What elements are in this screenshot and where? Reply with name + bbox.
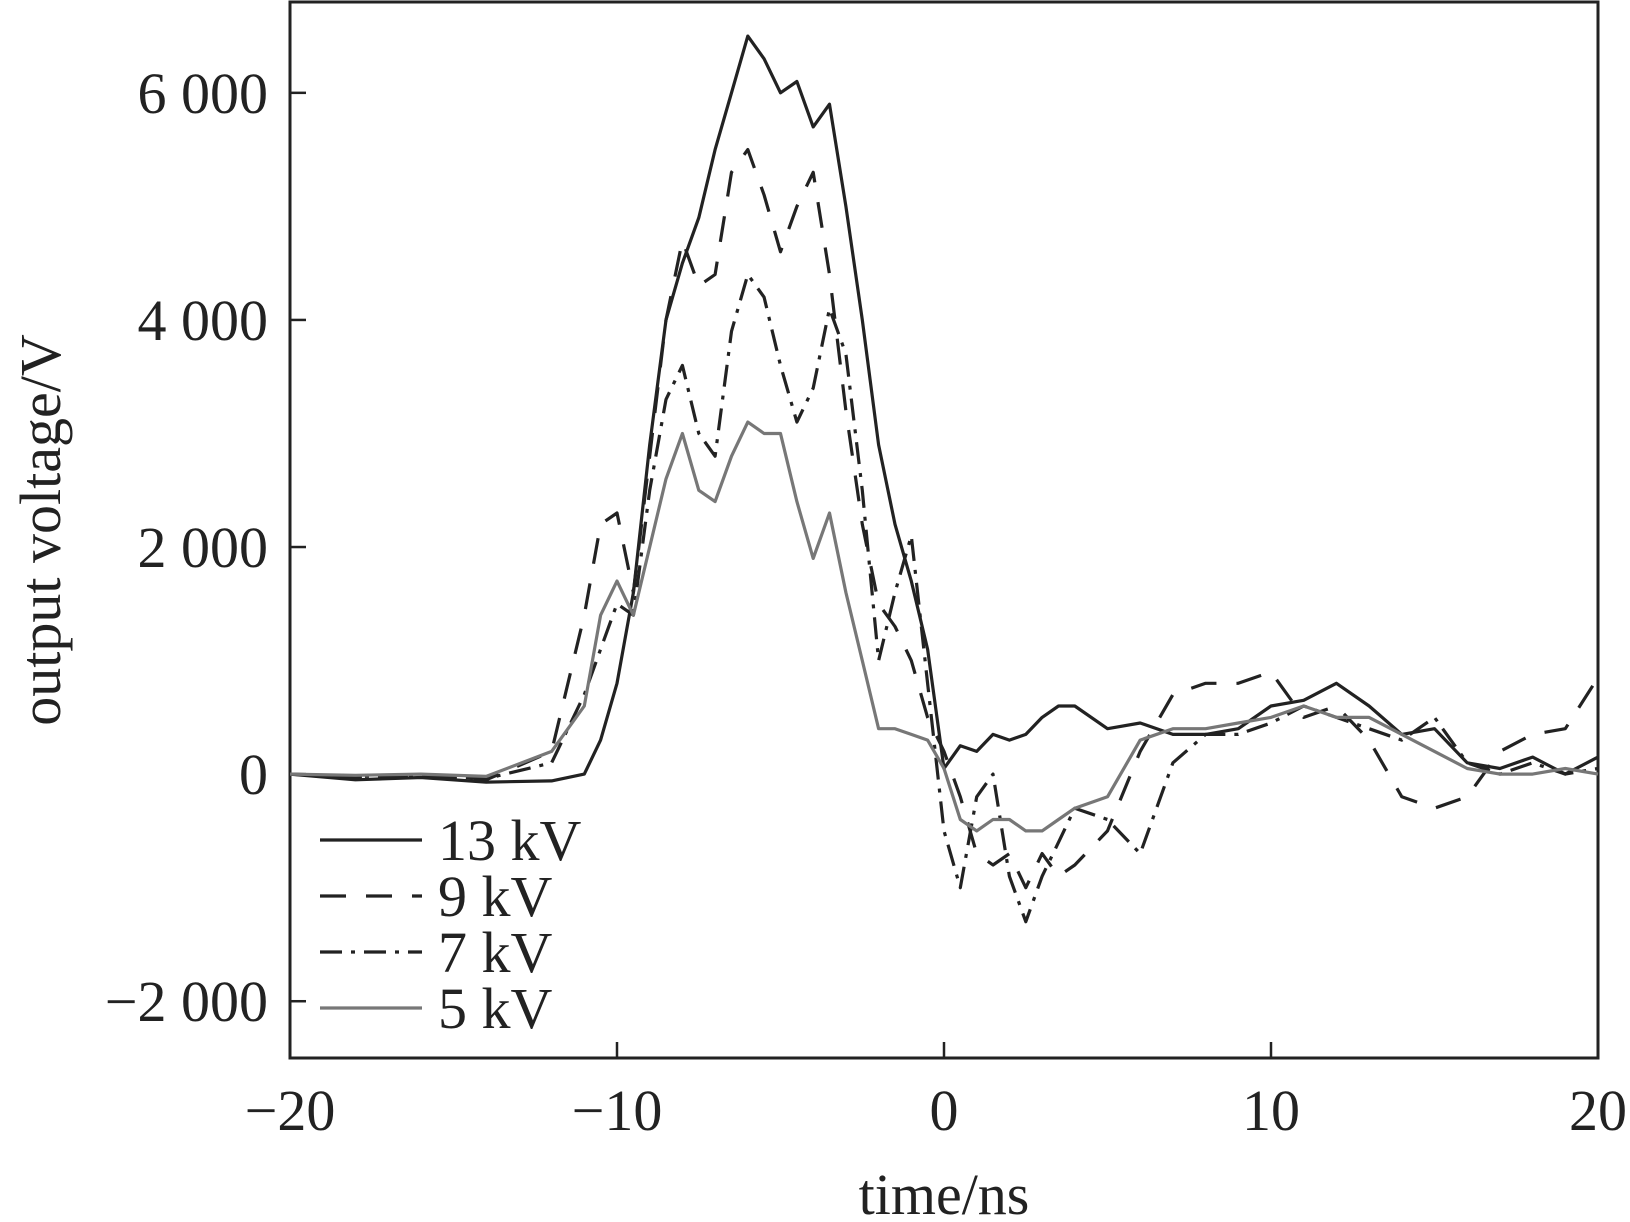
y-tick-label: 6 000 (138, 61, 269, 126)
axis-tick-labels: −20 −10 0 10 20 −2 000 0 2 000 4 000 6 000 (105, 61, 1627, 1143)
legend-label-3: 7 kV (438, 920, 553, 985)
legend: 13 kV9 kV7 kV5 kV (320, 808, 582, 1041)
series-line-1 (289, 34, 1599, 784)
series-line-3 (289, 272, 1599, 924)
series-line-4 (289, 420, 1599, 833)
legend-label-2: 9 kV (438, 864, 553, 929)
y-tick-label: 4 000 (138, 288, 269, 353)
legend-label-1: 13 kV (438, 808, 582, 873)
legend-label-4: 5 kV (438, 976, 553, 1041)
y-tick-label: 0 (239, 742, 268, 807)
axis-ticks (288, 91, 1600, 1058)
x-tick-label: −10 (572, 1078, 663, 1143)
x-tick-label: 20 (1569, 1078, 1627, 1143)
y-axis-label: output voltage/V (8, 334, 73, 726)
y-tick-label: 2 000 (138, 515, 269, 580)
x-tick-label: −20 (245, 1078, 336, 1143)
y-tick-label: −2 000 (105, 969, 268, 1034)
data-series (289, 34, 1600, 924)
x-tick-label: 10 (1242, 1078, 1300, 1143)
x-axis-label: time/ns (859, 1162, 1030, 1222)
x-tick-label: 0 (930, 1078, 959, 1143)
